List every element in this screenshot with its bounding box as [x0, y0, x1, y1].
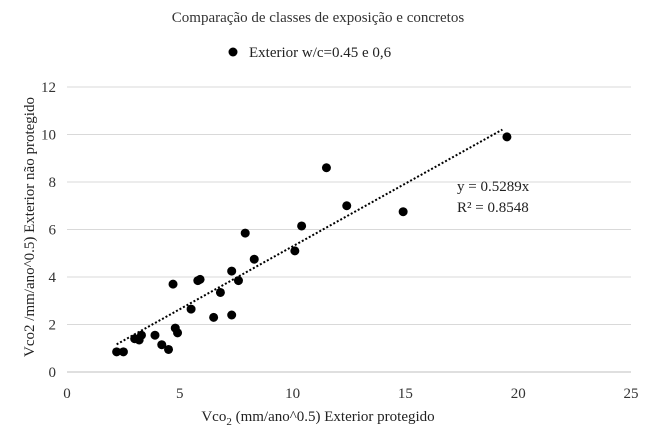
legend-marker — [228, 47, 238, 57]
y-tick-label: 4 — [49, 270, 57, 286]
legend: Exterior w/c=0.45 e 0,6 — [228, 45, 392, 61]
data-point — [321, 163, 331, 173]
data-point — [150, 330, 160, 340]
data-point — [290, 246, 300, 256]
x-tick-label: 10 — [285, 386, 300, 402]
data-point — [195, 274, 205, 284]
x-tick-label: 25 — [624, 386, 639, 402]
data-point — [164, 344, 174, 354]
data-point — [227, 266, 237, 276]
trendline-r2: R² = 0.8548 — [457, 200, 529, 216]
data-point — [136, 330, 146, 340]
data-point — [227, 310, 237, 320]
data-point — [173, 328, 183, 338]
y-tick-labels: 0 2 4 6 8 10 12 — [41, 80, 57, 381]
x-axis-title: Vco2 (mm/ano^0.5) Exterior protegido — [201, 409, 434, 428]
y-axis-title: Vco2 /mm/ano^0.5) Exterior não protegido — [22, 97, 38, 357]
data-point — [240, 228, 250, 238]
x-tick-label: 5 — [176, 386, 184, 402]
data-point — [249, 254, 259, 264]
y-tick-label: 10 — [41, 128, 56, 144]
data-point — [209, 312, 219, 322]
trendline-equation: y = 0.5289x — [457, 179, 530, 195]
data-point — [168, 279, 178, 289]
data-point — [233, 276, 243, 286]
gridlines — [67, 86, 631, 325]
legend-label: Exterior w/c=0.45 e 0,6 — [249, 45, 392, 61]
x-tick-label: 20 — [511, 386, 526, 402]
data-point — [112, 347, 122, 357]
y-tick-label: 2 — [49, 318, 57, 334]
x-tick-label: 15 — [398, 386, 413, 402]
x-tick-labels: 0 5 10 15 20 25 — [63, 386, 638, 402]
data-point — [502, 132, 512, 142]
y-tick-label: 6 — [49, 223, 57, 239]
data-points — [112, 132, 512, 357]
x-axis-title-main: Vco — [201, 409, 226, 425]
x-axis-title-rest: (mm/ano^0.5) Exterior protegido — [232, 409, 435, 425]
data-point — [342, 201, 352, 211]
y-tick-label: 0 — [49, 365, 57, 381]
x-tick-label: 0 — [63, 386, 71, 402]
trendline — [116, 128, 503, 346]
data-point — [118, 347, 128, 357]
data-point — [186, 304, 196, 314]
data-point — [398, 207, 408, 217]
data-point — [297, 221, 307, 231]
data-point — [215, 287, 225, 297]
y-tick-label: 12 — [41, 80, 56, 96]
chart-title: Comparação de classes de exposição e con… — [172, 10, 465, 26]
x-axis-title-subscript: 2 — [226, 416, 232, 428]
y-tick-label: 8 — [49, 175, 57, 191]
data-point — [157, 340, 167, 350]
